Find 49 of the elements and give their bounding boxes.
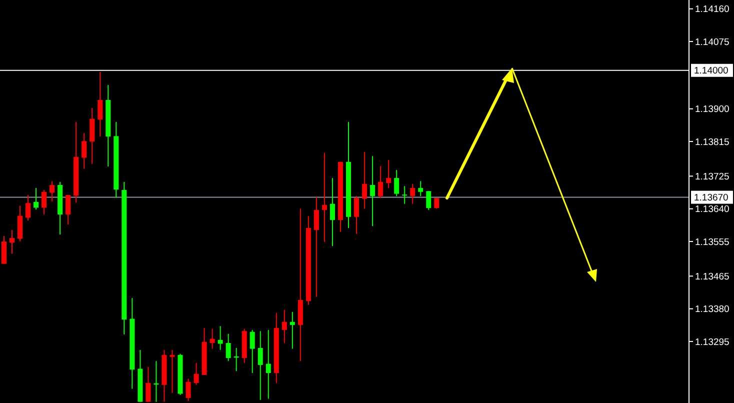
candlestick — [322, 152, 327, 242]
candlestick — [362, 151, 368, 210]
y-tick-label: 1.13725 — [695, 171, 730, 182]
candlestick — [50, 180, 55, 202]
candlestick — [226, 333, 231, 362]
candlestick — [418, 180, 424, 197]
candlestick — [34, 188, 39, 210]
candlestick — [402, 186, 408, 204]
candlestick — [66, 194, 71, 226]
candlestick — [434, 198, 440, 210]
y-tick-label: 1.13815 — [695, 136, 730, 148]
candlestick — [170, 349, 175, 394]
candlestick — [90, 108, 95, 164]
y-tick-label: 1.13295 — [695, 336, 730, 348]
y-tick-label: 1.13900 — [695, 104, 730, 116]
ref-line-label: 1.13670 — [694, 192, 728, 204]
candlestick — [258, 330, 263, 400]
candlestick — [394, 169, 400, 197]
candlestick — [250, 329, 255, 374]
candlestick — [282, 309, 287, 344]
y-tick-label: 1.14075 — [695, 36, 730, 48]
candlestick — [210, 328, 215, 350]
y-tick-label: 1.13380 — [695, 304, 730, 316]
candlestick — [18, 205, 23, 242]
ref-line-label: 1.14000 — [694, 66, 728, 77]
candlestick — [2, 236, 7, 264]
y-tick-label: 1.14160 — [695, 4, 730, 16]
candlestick — [290, 311, 295, 350]
candlestick — [82, 132, 87, 170]
candlestick — [26, 194, 31, 222]
candlestick — [194, 362, 199, 386]
candlestick — [98, 71, 103, 138]
candlestick — [218, 326, 223, 350]
candlestick — [10, 229, 15, 254]
candlestick — [186, 378, 191, 402]
candlestick — [370, 156, 376, 227]
candlestick — [146, 366, 151, 402]
candlestick — [378, 166, 384, 199]
y-tick-label: 1.13555 — [695, 236, 730, 248]
candlestick — [354, 196, 360, 234]
y-tick-label: 1.13640 — [695, 204, 730, 216]
candlestick — [330, 178, 335, 247]
y-tick-label: 1.13465 — [695, 271, 730, 282]
candlestick — [42, 189, 47, 216]
candlestick — [314, 196, 319, 298]
candlestick — [266, 329, 271, 400]
candlestick — [410, 183, 416, 204]
candlestick — [386, 159, 392, 189]
candlestick — [426, 190, 432, 210]
